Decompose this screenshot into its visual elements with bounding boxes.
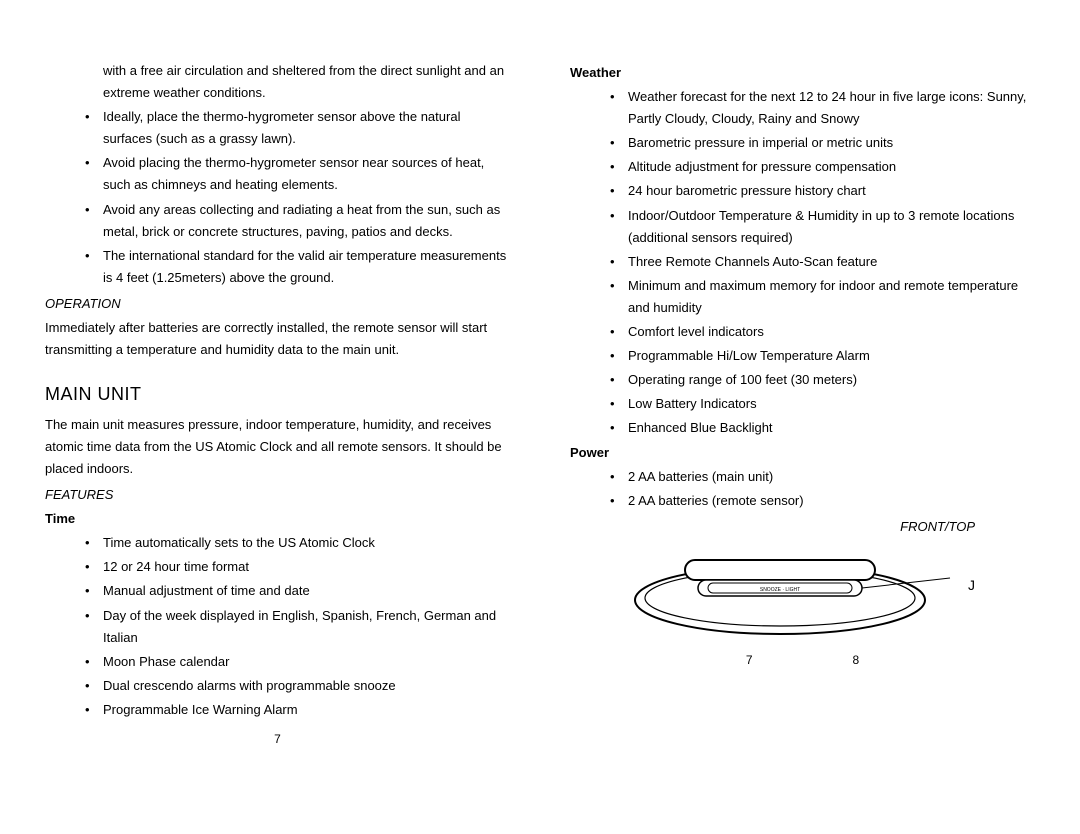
list-item: Programmable Hi/Low Temperature Alarm <box>628 345 1035 367</box>
list-item: Weather forecast for the next 12 to 24 h… <box>628 86 1035 130</box>
right-column: Weather Weather forecast for the next 12… <box>570 60 1035 794</box>
left-column: with a free air circulation and sheltere… <box>45 60 510 794</box>
list-item: Day of the week displayed in English, Sp… <box>103 605 510 649</box>
page-numbers-right: 7 8 <box>570 650 1035 670</box>
power-bullets: 2 AA batteries (main unit) 2 AA batterie… <box>570 466 1035 512</box>
main-unit-heading: MAIN UNIT <box>45 379 510 410</box>
main-unit-body: The main unit measures pressure, indoor … <box>45 414 510 480</box>
list-item: Low Battery Indicators <box>628 393 1035 415</box>
power-heading: Power <box>570 442 1035 464</box>
list-item: 24 hour barometric pressure history char… <box>628 180 1035 202</box>
intro-continued: with a free air circulation and sheltere… <box>45 60 510 104</box>
list-item: Operating range of 100 feet (30 meters) <box>628 369 1035 391</box>
operation-heading: OPERATION <box>45 293 510 315</box>
device-figure: SNOOZE · LIGHT J <box>570 550 1035 640</box>
list-item: 12 or 24 hour time format <box>103 556 510 578</box>
list-item: Programmable Ice Warning Alarm <box>103 699 510 721</box>
list-item: Time automatically sets to the US Atomic… <box>103 532 510 554</box>
callout-j-label: J <box>968 574 975 598</box>
operation-body: Immediately after batteries are correctl… <box>45 317 510 361</box>
weather-heading: Weather <box>570 62 1035 84</box>
list-item: Dual crescendo alarms with programmable … <box>103 675 510 697</box>
weather-bullets: Weather forecast for the next 12 to 24 h… <box>570 86 1035 439</box>
time-heading: Time <box>45 508 510 530</box>
list-item: Avoid placing the thermo-hygrometer sens… <box>103 152 510 196</box>
list-item: 2 AA batteries (main unit) <box>628 466 1035 488</box>
list-item: Three Remote Channels Auto-Scan feature <box>628 251 1035 273</box>
list-item: Altitude adjustment for pressure compens… <box>628 156 1035 178</box>
list-item: Barometric pressure in imperial or metri… <box>628 132 1035 154</box>
list-item: Avoid any areas collecting and radiating… <box>103 199 510 243</box>
intro-line: with a free air circulation and sheltere… <box>103 60 510 104</box>
page-number: 8 <box>853 650 860 670</box>
page-number-left: 7 <box>45 729 510 749</box>
features-heading: FEATURES <box>45 484 510 506</box>
page-number: 7 <box>746 650 753 670</box>
list-item: Minimum and maximum memory for indoor an… <box>628 275 1035 319</box>
list-item: Ideally, place the thermo-hygrometer sen… <box>103 106 510 150</box>
intro-bullets: Ideally, place the thermo-hygrometer sen… <box>45 106 510 289</box>
time-bullets: Time automatically sets to the US Atomic… <box>45 532 510 721</box>
list-item: 2 AA batteries (remote sensor) <box>628 490 1035 512</box>
list-item: The international standard for the valid… <box>103 245 510 289</box>
list-item: Manual adjustment of time and date <box>103 580 510 602</box>
front-top-heading: FRONT/TOP <box>570 516 975 538</box>
list-item: Enhanced Blue Backlight <box>628 417 1035 439</box>
list-item: Indoor/Outdoor Temperature & Humidity in… <box>628 205 1035 249</box>
device-top-view-icon: SNOOZE · LIGHT <box>630 550 960 640</box>
list-item: Comfort level indicators <box>628 321 1035 343</box>
list-item: Moon Phase calendar <box>103 651 510 673</box>
snooze-label: SNOOZE · LIGHT <box>760 587 800 593</box>
